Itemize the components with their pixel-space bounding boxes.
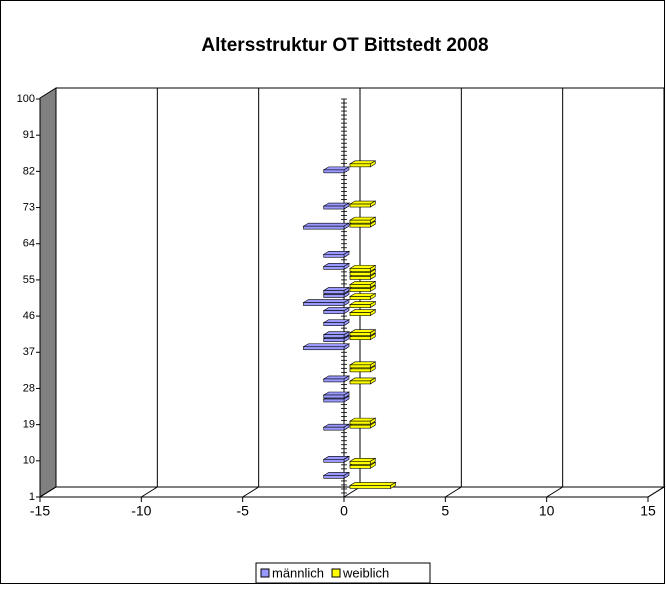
bar — [349, 276, 371, 280]
bar — [323, 310, 345, 314]
bar — [323, 378, 345, 383]
bar — [323, 398, 345, 403]
bar — [349, 288, 371, 292]
bar — [349, 465, 371, 469]
x-tick — [546, 486, 563, 498]
bar — [349, 268, 371, 272]
bar-top — [302, 299, 351, 303]
x-tick — [141, 486, 158, 498]
bar — [323, 338, 345, 343]
legend-box — [255, 562, 431, 584]
bar — [349, 420, 371, 425]
bar-top — [348, 482, 397, 486]
bar — [323, 459, 345, 463]
bar — [323, 266, 345, 270]
bar — [323, 426, 345, 431]
legend-swatch — [260, 568, 270, 578]
bar-top — [302, 222, 351, 227]
legend-swatch — [331, 568, 341, 578]
y-tick-label: 1 — [29, 491, 35, 503]
bar — [323, 253, 345, 258]
legend-label: männlich — [272, 565, 324, 580]
x-tick — [39, 486, 57, 498]
bar — [349, 163, 371, 168]
bar — [349, 485, 391, 489]
x-tick — [445, 486, 462, 498]
x-tick-label: -10 — [131, 503, 151, 519]
y-tick-label: 55 — [23, 274, 35, 286]
x-tick-label: -5 — [236, 503, 249, 519]
bar — [349, 304, 371, 308]
bar — [303, 346, 345, 351]
bar — [349, 364, 371, 369]
y-tick-label: 10 — [23, 455, 35, 467]
x-tick — [242, 486, 259, 498]
bar — [349, 368, 371, 373]
legend-label: weiblich — [342, 565, 389, 580]
y-tick-label: 82 — [23, 165, 35, 177]
bar — [349, 219, 371, 224]
x-tick-label: 15 — [640, 503, 656, 519]
x-tick — [647, 486, 665, 498]
bar — [349, 296, 371, 300]
bar — [323, 205, 345, 210]
bar — [303, 302, 345, 306]
bar — [349, 312, 371, 316]
x-tick-label: 10 — [539, 503, 555, 519]
bar — [323, 169, 345, 174]
y-tick-label: 37 — [23, 346, 35, 358]
bar-top — [302, 343, 351, 348]
bar — [323, 290, 345, 294]
x-tick-label: -15 — [30, 503, 50, 519]
x-tick-label: 0 — [340, 503, 348, 519]
y-tick-label: 19 — [23, 419, 35, 431]
bar — [349, 284, 371, 288]
y-tick-label: 28 — [23, 382, 35, 394]
bar — [349, 380, 371, 385]
bar — [323, 475, 345, 479]
bar — [349, 336, 371, 341]
y-tick-label: 46 — [23, 310, 35, 322]
bar — [323, 294, 345, 298]
bar — [303, 225, 345, 230]
x-tick-label: 5 — [441, 503, 449, 519]
bar — [349, 461, 371, 465]
bar — [349, 223, 371, 228]
y-tick-label: 91 — [23, 129, 35, 141]
y-tick-label: 64 — [23, 238, 35, 250]
bar — [349, 332, 371, 336]
side-wall — [39, 87, 57, 498]
y-tick-label: 100 — [17, 93, 35, 105]
bar — [349, 424, 371, 429]
bar — [323, 322, 345, 326]
bar — [349, 272, 371, 276]
y-tick-label: 73 — [23, 201, 35, 213]
bar — [323, 394, 345, 399]
bar — [323, 334, 345, 338]
chart-title: Altersstruktur OT Bittstedt 2008 — [201, 35, 488, 56]
bar — [349, 203, 371, 208]
